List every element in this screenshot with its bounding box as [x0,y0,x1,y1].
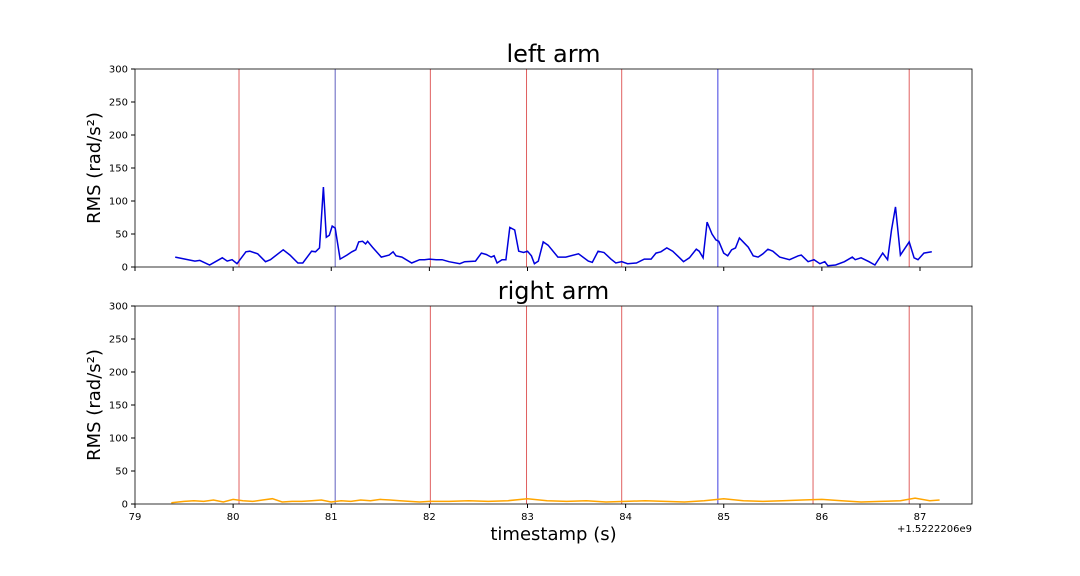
data-line [171,497,940,504]
y-tick-label: 250 [109,335,128,346]
y-tick-label: 100 [109,197,128,208]
x-offset-label: +1.5222206e9 [897,524,972,535]
x-tick-label: 83 [521,512,534,523]
y-tick-label: 0 [122,263,128,274]
y-tick-label: 0 [122,500,128,511]
x-tick-label: 81 [325,512,338,523]
y-tick-label: 200 [109,368,128,379]
y-tick-label: 150 [109,164,128,175]
x-tick-label: 87 [914,512,927,523]
y-tick-label: 200 [109,131,128,142]
x-tick-label: 79 [129,512,142,523]
y-axis-label: RMS (rad/s²) [84,112,105,224]
x-tick-label: 85 [717,512,730,523]
y-tick-label: 250 [109,98,128,109]
x-tick-label: 86 [816,512,829,523]
y-tick-label: 50 [115,467,128,478]
y-tick-label: 300 [109,302,128,313]
y-tick-label: 100 [109,434,128,445]
x-tick-label: 82 [423,512,436,523]
y-tick-label: 50 [115,230,128,241]
y-tick-label: 150 [109,401,128,412]
y-tick-label: 300 [109,65,128,76]
chart-title: right arm [498,277,610,305]
x-tick-label: 84 [619,512,632,523]
chart-title: left arm [506,40,600,68]
y-axis-label: RMS (rad/s²) [84,349,105,461]
data-line [175,187,932,267]
axes-frame [134,68,973,268]
axes-frame [134,305,973,505]
x-axis-label: timestamp (s) [490,524,616,545]
x-tick-label: 80 [227,512,240,523]
